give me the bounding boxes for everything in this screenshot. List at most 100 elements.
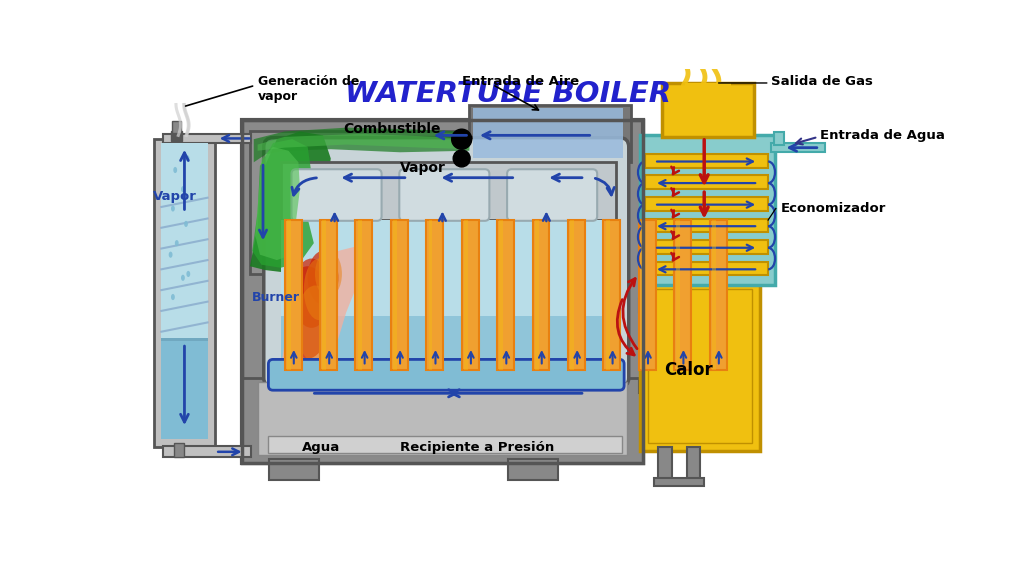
- Text: Entrada de Agua: Entrada de Agua: [819, 129, 944, 142]
- Text: Vapor: Vapor: [400, 161, 446, 175]
- Ellipse shape: [315, 251, 342, 297]
- Polygon shape: [645, 175, 768, 190]
- Text: Recipiente a Presión: Recipiente a Presión: [400, 441, 554, 454]
- Polygon shape: [285, 220, 301, 370]
- Polygon shape: [429, 220, 432, 370]
- Text: Vapor: Vapor: [153, 191, 197, 203]
- Polygon shape: [639, 380, 670, 393]
- Polygon shape: [162, 339, 208, 439]
- Polygon shape: [162, 143, 208, 439]
- Polygon shape: [654, 478, 705, 486]
- Ellipse shape: [296, 286, 335, 362]
- Polygon shape: [639, 220, 655, 370]
- Polygon shape: [774, 132, 783, 145]
- Polygon shape: [281, 243, 370, 370]
- Text: Salida de Gas: Salida de Gas: [771, 75, 873, 88]
- Polygon shape: [163, 134, 252, 143]
- Polygon shape: [319, 220, 337, 370]
- Polygon shape: [281, 162, 615, 220]
- Text: Generación de
vapor: Generación de vapor: [258, 75, 359, 103]
- Polygon shape: [243, 378, 643, 463]
- Polygon shape: [281, 220, 620, 370]
- Polygon shape: [658, 447, 672, 482]
- Ellipse shape: [285, 266, 331, 359]
- Ellipse shape: [186, 271, 190, 277]
- Polygon shape: [568, 220, 585, 370]
- Polygon shape: [172, 122, 180, 133]
- Polygon shape: [250, 131, 469, 274]
- Polygon shape: [357, 220, 361, 370]
- Polygon shape: [426, 220, 443, 370]
- Polygon shape: [508, 458, 558, 480]
- Polygon shape: [645, 218, 768, 232]
- Polygon shape: [162, 338, 208, 341]
- FancyBboxPatch shape: [507, 169, 597, 221]
- Polygon shape: [771, 143, 825, 152]
- Polygon shape: [355, 220, 373, 370]
- Text: Entrada de Aire: Entrada de Aire: [462, 75, 579, 88]
- Polygon shape: [686, 447, 700, 482]
- Polygon shape: [603, 220, 621, 370]
- Polygon shape: [154, 139, 215, 447]
- Polygon shape: [255, 147, 301, 260]
- Ellipse shape: [171, 206, 175, 211]
- Polygon shape: [174, 444, 183, 457]
- Circle shape: [454, 150, 470, 167]
- Polygon shape: [323, 220, 326, 370]
- Polygon shape: [250, 131, 331, 272]
- Polygon shape: [645, 197, 768, 211]
- Polygon shape: [258, 134, 469, 151]
- Polygon shape: [710, 220, 727, 370]
- Polygon shape: [535, 220, 539, 370]
- Polygon shape: [500, 220, 503, 370]
- FancyBboxPatch shape: [268, 359, 625, 390]
- Polygon shape: [685, 83, 731, 135]
- Polygon shape: [258, 382, 628, 455]
- Polygon shape: [391, 220, 408, 370]
- Polygon shape: [640, 282, 760, 451]
- Circle shape: [452, 129, 472, 149]
- Polygon shape: [639, 298, 670, 312]
- Polygon shape: [171, 131, 182, 141]
- Polygon shape: [473, 108, 624, 158]
- Polygon shape: [287, 220, 291, 370]
- Ellipse shape: [171, 294, 175, 300]
- Polygon shape: [645, 240, 768, 254]
- Polygon shape: [269, 458, 319, 480]
- Ellipse shape: [184, 221, 188, 227]
- Polygon shape: [462, 220, 478, 370]
- Polygon shape: [163, 446, 252, 457]
- Polygon shape: [648, 289, 752, 444]
- Ellipse shape: [304, 259, 335, 320]
- FancyBboxPatch shape: [399, 169, 489, 221]
- Polygon shape: [393, 220, 397, 370]
- Ellipse shape: [169, 252, 172, 258]
- Polygon shape: [674, 220, 691, 370]
- Polygon shape: [243, 120, 643, 463]
- FancyBboxPatch shape: [292, 169, 382, 221]
- Polygon shape: [267, 435, 622, 453]
- FancyBboxPatch shape: [264, 138, 629, 387]
- Polygon shape: [645, 154, 768, 168]
- Polygon shape: [252, 139, 313, 268]
- Polygon shape: [712, 220, 716, 370]
- Text: Economizador: Economizador: [781, 202, 887, 215]
- Polygon shape: [532, 220, 550, 370]
- Ellipse shape: [173, 167, 177, 173]
- Ellipse shape: [181, 275, 185, 281]
- Ellipse shape: [307, 251, 339, 305]
- Text: Agua: Agua: [302, 441, 341, 454]
- Polygon shape: [662, 83, 755, 137]
- Text: Combustible: Combustible: [344, 122, 441, 136]
- Polygon shape: [281, 316, 620, 370]
- Polygon shape: [497, 220, 514, 370]
- Polygon shape: [570, 220, 574, 370]
- Ellipse shape: [175, 240, 178, 246]
- Polygon shape: [641, 220, 645, 370]
- Polygon shape: [464, 220, 468, 370]
- Polygon shape: [605, 220, 609, 370]
- Polygon shape: [254, 128, 469, 162]
- Polygon shape: [677, 220, 680, 370]
- Polygon shape: [469, 104, 631, 162]
- Ellipse shape: [185, 156, 189, 161]
